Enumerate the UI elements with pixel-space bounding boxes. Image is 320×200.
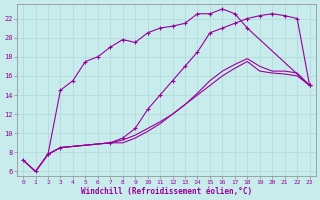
X-axis label: Windchill (Refroidissement éolien,°C): Windchill (Refroidissement éolien,°C) [81,187,252,196]
